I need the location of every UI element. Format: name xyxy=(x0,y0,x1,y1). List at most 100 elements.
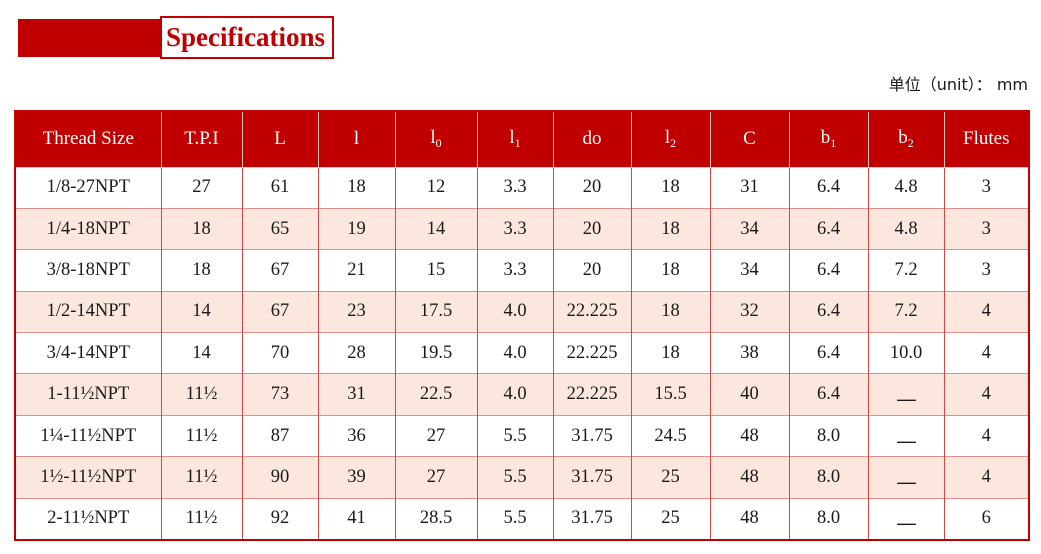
thread-size-cell: 1½-11½NPT xyxy=(15,456,161,499)
table-cell: 31 xyxy=(317,373,395,416)
table-cell: 41 xyxy=(317,497,395,540)
column-header-l1: l1 xyxy=(476,111,553,168)
table-cell: 25 xyxy=(630,456,710,499)
table-row: 1½-11½NPT 11½ 90 39 27 5.5 31.75 25 48 8.0—4 xyxy=(15,456,1029,499)
table-row: 1/8-27NPT 27 61 18 12 3.3 20 18 31 6.4 4.8 3 xyxy=(15,166,1029,209)
table-cell: 8.0 xyxy=(788,497,868,540)
table-row: 1-11½NPT 11½ 73 31 22.5 4.0 22.225 15.5 40 6.4—4 xyxy=(15,373,1029,416)
table-cell: 31.75 xyxy=(552,414,631,457)
table-row: 3/4-14NPT 14 70 28 19.5 4.0 22.225 18 38 6.4 10.0 4 xyxy=(15,332,1029,374)
table-cell: 6.4 xyxy=(788,249,868,292)
table-cell: 61 xyxy=(241,166,318,209)
table-cell: 32 xyxy=(709,290,789,333)
table-cell: 18 xyxy=(160,207,242,250)
table-row: 1¼-11½NPT 11½ 87 36 27 5.5 31.75 24.5 48 8.0—4 xyxy=(15,414,1029,457)
table-body: 1/8-27NPT 27 61 18 12 3.3 20 18 31 6.4 4.8 3 1/4-18N… xyxy=(15,166,1029,540)
table-row: 1/2-14NPT 14 67 23 17.5 4.0 22.225 18 32 6.4 7.2 4 xyxy=(15,290,1029,333)
column-header-thread-size: Thread Size xyxy=(15,111,161,168)
table-cell: 23 xyxy=(317,290,395,333)
table-cell: 4 xyxy=(943,290,1029,333)
thread-size-cell: 2-11½NPT xyxy=(15,497,161,540)
column-header-l: l xyxy=(317,111,395,168)
table-cell: 18 xyxy=(630,290,710,333)
table-cell: 22.225 xyxy=(552,290,631,333)
table-cell: 4 xyxy=(943,332,1029,374)
thread-size-cell: 1/2-14NPT xyxy=(15,290,161,333)
table-cell: 18 xyxy=(630,207,710,250)
table-cell: 25 xyxy=(630,497,710,540)
table-cell: 92 xyxy=(241,497,318,540)
thread-size-cell: 1¼-11½NPT xyxy=(15,414,161,457)
table-cell: 4.8 xyxy=(867,207,944,250)
table-cell: 8.0 xyxy=(788,414,868,457)
table-cell: 4.0 xyxy=(476,290,553,333)
column-header-c: C xyxy=(709,111,789,168)
table-cell: 18 xyxy=(630,332,710,374)
table-cell: 3 xyxy=(943,249,1029,292)
page-title: Specifications xyxy=(160,16,334,59)
table-cell: 3.3 xyxy=(476,249,553,292)
table-cell: 4.0 xyxy=(476,373,553,416)
table-cell: — xyxy=(867,456,944,499)
table-cell: 3 xyxy=(943,207,1029,250)
thread-size-cell: 3/4-14NPT xyxy=(15,332,161,374)
table-row: 1/4-18NPT 18 65 19 14 3.3 20 18 34 6.4 4.8 3 xyxy=(15,207,1029,250)
table-cell: 38 xyxy=(709,332,789,374)
table-cell: 40 xyxy=(709,373,789,416)
table-cell: 5.5 xyxy=(476,414,553,457)
table-cell: 28 xyxy=(317,332,395,374)
table-cell: 6.4 xyxy=(788,166,868,209)
thread-size-cell: 3/8-18NPT xyxy=(15,249,161,292)
thread-size-cell: 1/8-27NPT xyxy=(15,166,161,209)
table-cell: 3 xyxy=(943,166,1029,209)
title-banner: Specifications xyxy=(18,16,334,59)
table-cell: — xyxy=(867,373,944,416)
table-cell: 5.5 xyxy=(476,497,553,540)
table-cell: 6.4 xyxy=(788,373,868,416)
table-cell: 11½ xyxy=(160,497,242,540)
table-cell: 14 xyxy=(160,332,242,374)
table-cell: 7.2 xyxy=(867,249,944,292)
table-cell: 39 xyxy=(317,456,395,499)
table-cell: 31.75 xyxy=(552,497,631,540)
table-cell: 27 xyxy=(394,414,477,457)
table-cell: 18 xyxy=(317,166,395,209)
table-cell: 87 xyxy=(241,414,318,457)
table-cell: 36 xyxy=(317,414,395,457)
thread-size-cell: 1-11½NPT xyxy=(15,373,161,416)
thread-size-cell: 1/4-18NPT xyxy=(15,207,161,250)
table-cell: 3.3 xyxy=(476,207,553,250)
table-cell: 31.75 xyxy=(552,456,631,499)
table-cell: 18 xyxy=(630,249,710,292)
column-header-b1: b1 xyxy=(788,111,868,168)
table-cell: 18 xyxy=(630,166,710,209)
table-cell: 48 xyxy=(709,497,789,540)
table-row: 3/8-18NPT 18 67 21 15 3.3 20 18 34 6.4 7.2 3 xyxy=(15,249,1029,292)
table-cell: 3.3 xyxy=(476,166,553,209)
table-cell: 15.5 xyxy=(630,373,710,416)
table-cell: 27 xyxy=(394,456,477,499)
table-cell: — xyxy=(867,497,944,540)
table-cell: 34 xyxy=(709,207,789,250)
table-cell: 4 xyxy=(943,456,1029,499)
table-cell: 6 xyxy=(943,497,1029,540)
table-cell: 4 xyxy=(943,414,1029,457)
table-cell: 7.2 xyxy=(867,290,944,333)
table-cell: 67 xyxy=(241,290,318,333)
table-cell: 21 xyxy=(317,249,395,292)
table-cell: 22.225 xyxy=(552,332,631,374)
table-cell: 4 xyxy=(943,373,1029,416)
table-cell: — xyxy=(867,414,944,457)
title-red-bar xyxy=(18,18,160,57)
table-cell: 20 xyxy=(552,207,631,250)
table-cell: 65 xyxy=(241,207,318,250)
table-cell: 12 xyxy=(394,166,477,209)
table-cell: 73 xyxy=(241,373,318,416)
table-cell: 17.5 xyxy=(394,290,477,333)
column-header-b2: b2 xyxy=(867,111,944,168)
column-header-l2: l2 xyxy=(630,111,710,168)
table-cell: 10.0 xyxy=(867,332,944,374)
table-cell: 11½ xyxy=(160,414,242,457)
table-cell: 34 xyxy=(709,249,789,292)
